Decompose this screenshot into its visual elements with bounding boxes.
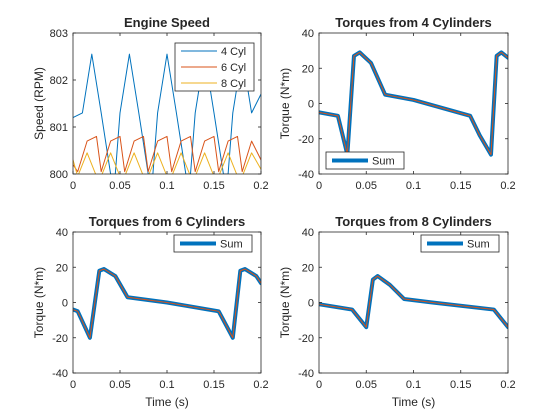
x-tick-label: 0 [316, 180, 322, 192]
legend-label-1: Sum [467, 239, 490, 251]
series-line-2 [73, 135, 261, 173]
legend-label-1: 4 Cyl [221, 46, 246, 58]
y-tick-label: -20 [298, 134, 314, 146]
x-axis-label: Time (s) [145, 395, 189, 409]
y-axis-label: Speed (RPM) [32, 67, 46, 140]
legend-label-1: Sum [372, 156, 395, 168]
y-tick-label: 20 [56, 262, 68, 274]
y-axis-label: Torque (N*m) [278, 267, 292, 338]
x-tick-label: 0.15 [450, 180, 471, 192]
x-tick-label: 0 [316, 379, 322, 391]
x-axis-label: Time (s) [392, 395, 436, 409]
legend-label-2: 6 Cyl [221, 62, 246, 74]
chart-panel-1: 0 0.05 0.1 0.15 0.2 800 801 802 803 Engine Speed S… [32, 15, 269, 192]
x-tick-label: 0.2 [500, 379, 515, 391]
chart-title: Torques from 8 Cylinders [335, 214, 492, 229]
chart-title: Torques from 6 Cylinders [89, 214, 246, 229]
legend: Sum [420, 234, 500, 253]
x-tick-label: 0 [70, 180, 76, 192]
y-tick-label: -40 [298, 368, 314, 380]
x-tick-label: 0.15 [203, 379, 224, 391]
y-tick-label: 40 [56, 227, 68, 239]
x-tick-label: 0.05 [356, 180, 377, 192]
x-tick-label: 0.05 [109, 180, 130, 192]
plot-lines [319, 50, 508, 157]
chart-panel-2: 0 0.05 0.1 0.15 0.2 -40 -20 0 20 40 Torques from 4… [278, 15, 516, 192]
y-tick-label: -40 [52, 368, 68, 380]
series-line-inner-1 [319, 51, 508, 156]
y-tick-label: -20 [52, 333, 68, 345]
chart-title: Engine Speed [124, 15, 210, 30]
y-tick-label: 20 [302, 262, 314, 274]
chart-title: Torques from 4 Cylinders [335, 15, 492, 30]
y-tick-label: 802 [50, 75, 68, 87]
legend-label-3: 8 Cyl [221, 78, 246, 90]
x-tick-label: 0.2 [500, 180, 515, 192]
legend: 4 Cyl 6 Cyl 8 Cyl [174, 42, 255, 92]
x-tick-label: 0 [70, 379, 76, 391]
y-tick-label: 40 [302, 28, 314, 40]
y-tick-label: 800 [50, 169, 68, 181]
legend: Sum [325, 151, 405, 170]
plot-lines [319, 274, 508, 330]
y-tick-label: 0 [308, 99, 314, 111]
y-tick-label: 0 [308, 298, 314, 310]
legend-label-1: Sum [220, 239, 243, 251]
x-tick-label: 0.05 [356, 379, 377, 391]
y-tick-label: 0 [62, 298, 68, 310]
plot-lines [73, 267, 261, 340]
y-tick-label: -40 [298, 169, 314, 181]
x-tick-label: 0.2 [253, 379, 268, 391]
x-tick-label: 0.05 [109, 379, 130, 391]
series-line-3 [73, 152, 261, 174]
series-line-1 [73, 53, 261, 174]
y-tick-label: 801 [50, 122, 68, 134]
y-axis-label: Torque (N*m) [32, 267, 46, 338]
plot-area [319, 232, 508, 373]
plot-lines [73, 53, 261, 174]
chart-panel-4: 0 0.05 0.1 0.15 0.2 -40 -20 0 20 40 Torques from 8… [278, 214, 516, 409]
y-tick-label: 20 [302, 63, 314, 75]
series-line-inner-1 [319, 275, 508, 328]
y-tick-label: -20 [298, 333, 314, 345]
x-tick-label: 0.15 [203, 180, 224, 192]
legend: Sum [173, 234, 253, 253]
y-axis-label: Torque (N*m) [278, 68, 292, 139]
x-tick-label: 0.1 [406, 180, 421, 192]
x-tick-label: 0.1 [159, 379, 174, 391]
x-tick-label: 0.2 [253, 180, 268, 192]
x-tick-label: 0.1 [406, 379, 421, 391]
series-line-inner-1 [73, 268, 261, 339]
x-tick-label: 0.15 [450, 379, 471, 391]
x-tick-label: 0.1 [159, 180, 174, 192]
y-tick-label: 40 [302, 227, 314, 239]
chart-panel-3: 0 0.05 0.1 0.15 0.2 -40 -20 0 20 40 Torques from 6… [32, 214, 269, 409]
y-tick-label: 803 [50, 28, 68, 40]
